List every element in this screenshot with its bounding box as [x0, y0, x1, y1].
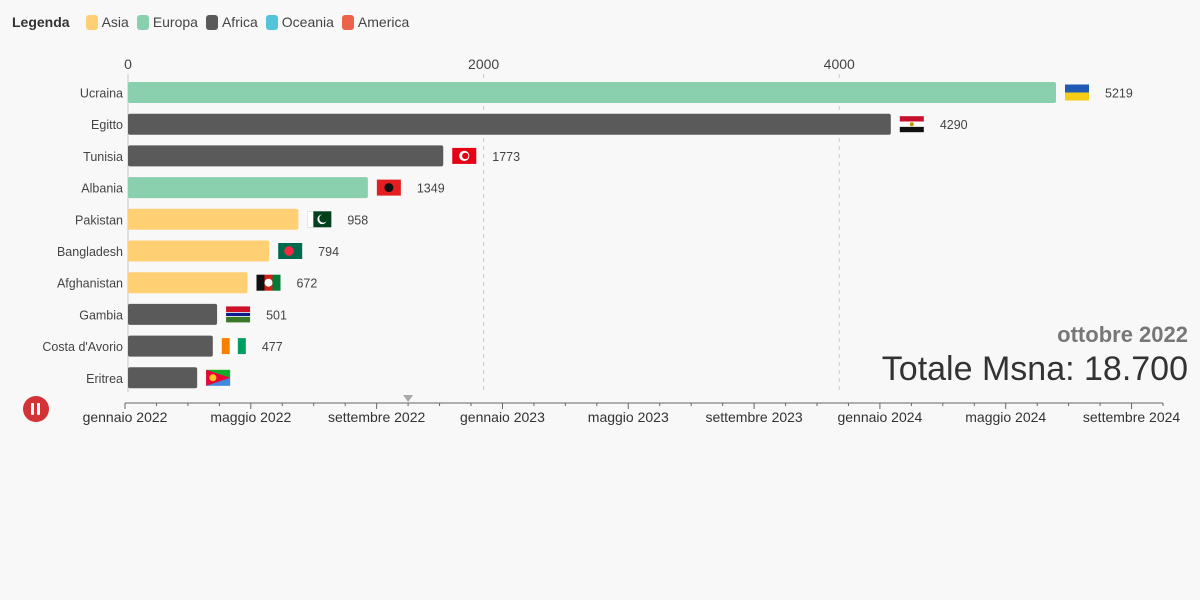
total-label: Totale Msna: 18.700: [881, 350, 1188, 388]
legend-label-africa: Africa: [221, 14, 258, 30]
y-tick-label: Pakistan: [75, 213, 123, 227]
bar: [128, 303, 218, 325]
y-tick-label: Ucraina: [80, 87, 123, 101]
data-label: 672: [296, 277, 317, 291]
ukraine-flag: [1065, 84, 1089, 101]
y-tick-label: Egitto: [91, 118, 123, 132]
legend-swatch-europa: [136, 14, 149, 30]
legend-swatch-africa: [205, 14, 218, 30]
pakistan-flag: [307, 211, 332, 228]
y-tick-label: Costa d'Avorio: [42, 340, 123, 354]
bar: [128, 240, 270, 262]
bar: [128, 335, 213, 357]
legend-item-africa[interactable]: Africa: [205, 14, 258, 30]
bar: [128, 208, 299, 230]
bar: [128, 113, 891, 135]
bangladesh-flag: [278, 243, 303, 259]
x-tick-label: 4000: [824, 56, 855, 72]
legend-item-america[interactable]: America: [341, 14, 410, 30]
timeline-label: maggio 2022: [210, 409, 291, 425]
pause-button[interactable]: [23, 396, 49, 422]
legend-label-oceania: Oceania: [281, 14, 334, 30]
y-tick-label: Bangladesh: [57, 245, 123, 259]
bar: [128, 177, 368, 199]
y-tick-label: Tunisia: [83, 150, 123, 164]
timeline-marker: [403, 395, 414, 402]
legend: Legenda Asia Europa Africa Oceania Ameri…: [12, 12, 417, 32]
bar: [128, 145, 444, 167]
bar: [128, 82, 1056, 103]
eritrea-flag: [206, 369, 231, 386]
legend-label-asia: Asia: [101, 14, 129, 30]
data-label: 1773: [492, 150, 520, 164]
y-tick-label: Afghanistan: [57, 277, 123, 291]
timeline-label: settembre 2024: [1083, 409, 1180, 425]
timeline-label: settembre 2022: [328, 409, 425, 425]
legend-title: Legenda: [12, 14, 70, 30]
legend-item-europa[interactable]: Europa: [136, 14, 198, 30]
legend-label-america: America: [357, 14, 410, 30]
bar: [128, 367, 198, 389]
timeline-label: maggio 2024: [965, 409, 1046, 425]
data-label: 5219: [1105, 87, 1133, 101]
albania-flag: [376, 179, 401, 196]
timeline-label: gennaio 2022: [83, 409, 168, 425]
x-tick-label: 0: [124, 56, 132, 72]
timeline-label: settembre 2023: [705, 409, 802, 425]
egypt-flag: [899, 116, 924, 133]
tunisia-flag: [452, 147, 477, 164]
data-label: 794: [318, 245, 339, 259]
timeline-label: maggio 2023: [588, 409, 669, 425]
legend-swatch-asia: [85, 14, 98, 30]
legend-swatch-america: [341, 14, 354, 30]
data-label: 4290: [940, 118, 968, 132]
x-tick-label: 2000: [468, 56, 499, 72]
legend-item-oceania[interactable]: Oceania: [265, 14, 334, 30]
current-month-label: ottobre 2022: [1057, 322, 1188, 347]
y-tick-label: Albania: [81, 182, 123, 196]
afghanistan-flag: [256, 274, 281, 291]
gambia-flag: [226, 306, 251, 323]
data-label: 1349: [417, 182, 445, 196]
data-label: 501: [266, 308, 287, 322]
y-tick-label: Eritrea: [86, 372, 123, 386]
bar: [128, 272, 248, 294]
pause-icon: [31, 403, 41, 415]
legend-swatch-oceania: [265, 14, 278, 30]
data-label: 958: [347, 213, 368, 227]
ivory-coast-flag: [221, 338, 246, 355]
timeline-label: gennaio 2024: [837, 409, 922, 425]
y-tick-label: Gambia: [79, 308, 123, 322]
data-label: 477: [262, 340, 283, 354]
timeline-label: gennaio 2023: [460, 409, 545, 425]
legend-item-asia[interactable]: Asia: [85, 14, 129, 30]
legend-label-europa: Europa: [152, 14, 198, 30]
